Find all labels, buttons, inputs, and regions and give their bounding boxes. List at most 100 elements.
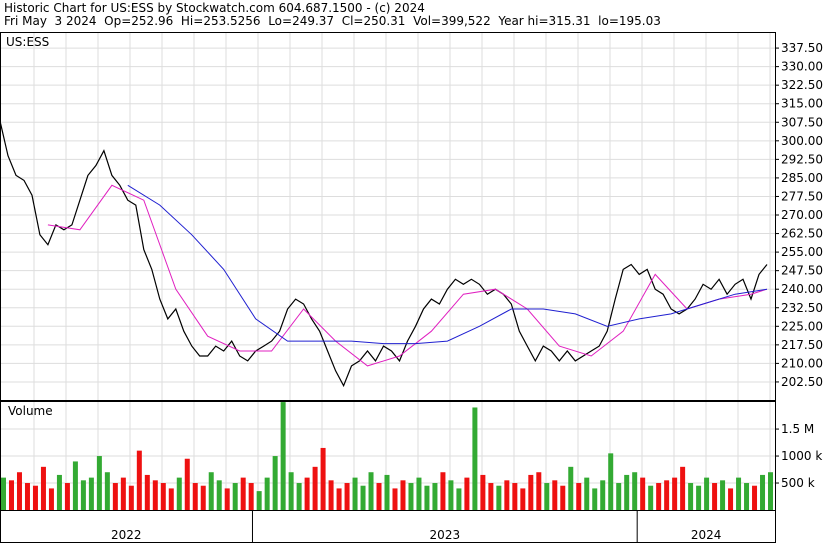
volume-bar: [488, 483, 494, 510]
volume-bar: [608, 453, 614, 510]
y-tick-label: 500 k: [781, 476, 815, 490]
volume-bar: [760, 474, 766, 510]
volume-bar: [416, 477, 422, 510]
volume-bar: [360, 485, 366, 510]
y-tick-label: 285.00: [781, 171, 823, 185]
volume-bar: [576, 483, 582, 510]
header-line: Fri May 3 2024 Op=252.96 Hi=253.5256 Lo=…: [4, 14, 661, 28]
volume-bar: [560, 485, 566, 510]
panel-frame: [0, 32, 776, 401]
y-tick-label: 292.50: [781, 152, 823, 166]
volume-bar: [504, 480, 510, 510]
volume-bar: [400, 480, 406, 510]
y-tick-label: 210.00: [781, 356, 823, 370]
volume-bar: [56, 474, 62, 510]
header-line: Historic Chart for US:ESS by Stockwatch.…: [4, 1, 425, 15]
y-tick-label: 202.50: [781, 375, 823, 389]
y-tick-label: 240.00: [781, 282, 823, 296]
volume-bar: [456, 488, 462, 510]
volume-bar: [720, 480, 726, 510]
volume-bar: [216, 480, 222, 510]
y-tick-label: 307.50: [781, 115, 823, 129]
volume-bar: [584, 477, 590, 510]
volume-bar: [352, 477, 358, 510]
volume-bar: [128, 485, 134, 510]
volume-bar: [176, 477, 182, 510]
volume-bar: [552, 480, 558, 510]
volume-bar: [544, 483, 550, 510]
volume-bar: [88, 477, 94, 510]
volume-bar: [32, 485, 38, 510]
volume-bar: [728, 488, 734, 510]
y-tick-label: 232.50: [781, 301, 823, 315]
volume-bar: [688, 483, 694, 510]
volume-bar: [120, 477, 126, 510]
volume-bar: [392, 488, 398, 510]
volume-bar: [256, 491, 262, 510]
price-line: [0, 120, 768, 388]
volume-bar: [600, 480, 606, 510]
volume-bar: [1, 477, 6, 510]
y-tick-label: 277.50: [781, 189, 823, 203]
y-tick-label: 300.00: [781, 134, 823, 148]
y-tick-label: 225.00: [781, 319, 823, 333]
volume-bar: [16, 472, 22, 510]
volume-bar: [464, 477, 470, 510]
volume-bar: [104, 472, 110, 510]
volume-bar: [328, 480, 334, 510]
panel-label: Volume: [8, 404, 53, 418]
volume-bar: [264, 477, 270, 510]
y-tick-label: 270.00: [781, 208, 823, 222]
volume-bar: [376, 483, 382, 510]
volume-bar: [640, 477, 646, 510]
volume-bar: [200, 485, 206, 510]
volume-bar: [160, 483, 166, 510]
volume-bar: [656, 483, 662, 510]
volume-bar: [304, 477, 310, 510]
y-tick-label: 217.50: [781, 338, 823, 352]
volume-bar: [768, 472, 774, 510]
volume-bar: [520, 488, 526, 510]
volume-bar: [368, 472, 374, 510]
volume-bar: [240, 477, 246, 510]
volume-bar: [744, 483, 750, 510]
volume-bar: [184, 458, 190, 510]
volume-bar: [336, 488, 342, 510]
y-tick-label: 262.50: [781, 227, 823, 241]
price-line: [127, 184, 768, 345]
volume-bar: [320, 447, 326, 510]
volume-bar: [208, 472, 214, 510]
volume-bar: [272, 456, 278, 510]
volume-bar: [344, 483, 350, 510]
volume-bar: [472, 407, 478, 510]
volume-bar: [672, 477, 678, 510]
y-tick-label: 337.50: [781, 41, 823, 55]
y-tick-label: 255.00: [781, 245, 823, 259]
volume-bar: [704, 477, 710, 510]
volume-bar: [232, 483, 238, 510]
volume-bar: [496, 485, 502, 510]
volume-bar: [632, 472, 638, 510]
volume-bar: [736, 477, 742, 510]
volume-bar: [288, 472, 294, 510]
volume-bar: [144, 474, 150, 510]
year-label: 2023: [430, 528, 461, 542]
volume-bar: [512, 483, 518, 510]
volume-bar: [616, 483, 622, 510]
y-tick-label: 330.00: [781, 60, 823, 74]
volume-bar: [224, 488, 230, 510]
volume-bar: [432, 483, 438, 510]
volume-bar: [696, 485, 702, 510]
y-tick-label: 315.00: [781, 97, 823, 111]
volume-bar: [664, 480, 670, 510]
volume-bar: [8, 480, 14, 510]
volume-bar: [312, 466, 318, 510]
volume-bar: [136, 450, 142, 510]
volume-bar: [80, 480, 86, 510]
volume-bar: [152, 480, 158, 510]
y-tick-label: 322.50: [781, 78, 823, 92]
volume-bar: [624, 474, 630, 510]
panel-label: US:ESS: [6, 35, 49, 49]
year-label: 2022: [111, 528, 142, 542]
volume-bar: [96, 456, 102, 510]
